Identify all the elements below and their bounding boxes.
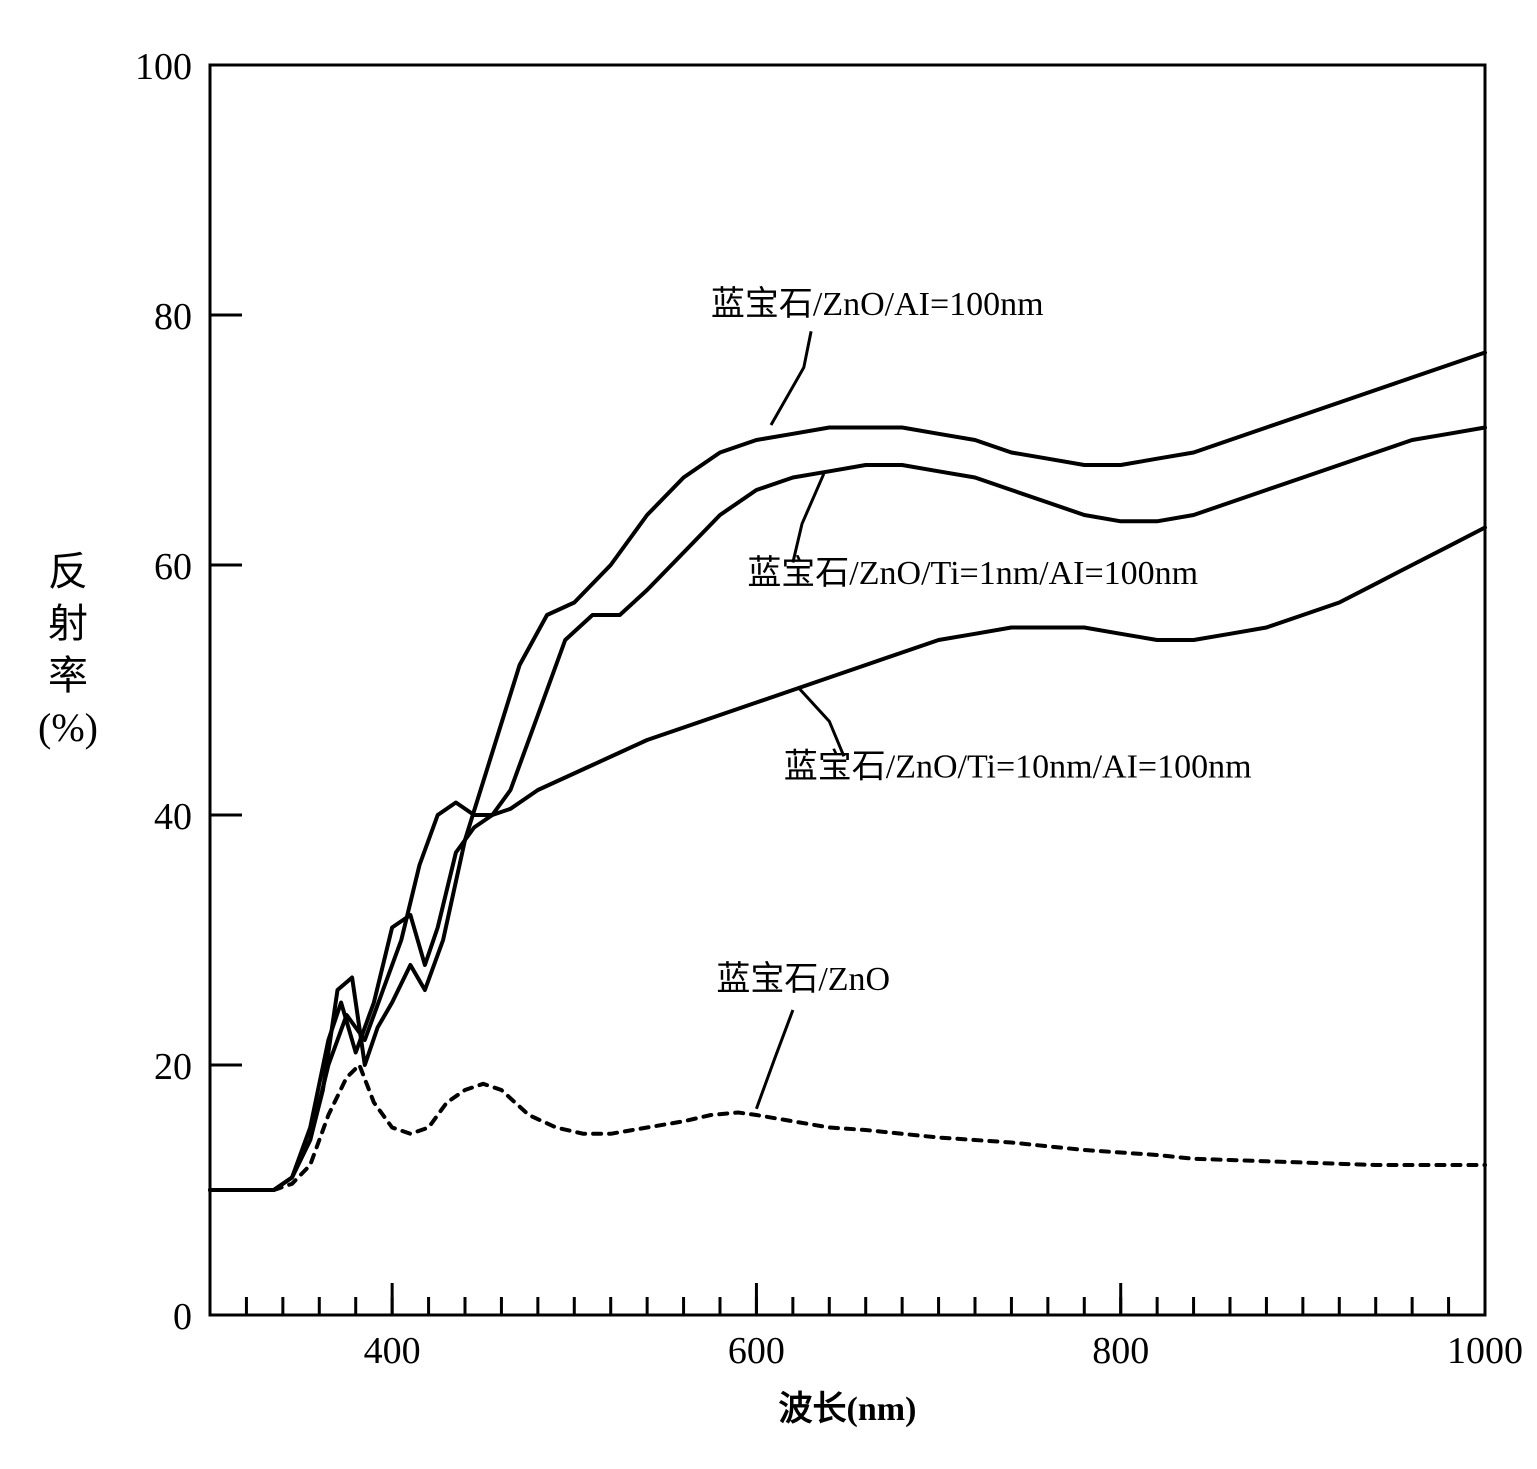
y-tick-label: 80 <box>154 296 192 338</box>
x-axis-title: 波长(nm) <box>779 1390 917 1428</box>
callout-line <box>771 331 811 425</box>
x-tick-label: 1000 <box>1447 1330 1523 1372</box>
y-tick-label: 60 <box>154 546 192 588</box>
y-tick-label: 100 <box>135 46 192 88</box>
x-tick-label: 800 <box>1092 1330 1149 1372</box>
y-axis-title: 反 <box>48 549 88 594</box>
callout-line <box>798 688 844 757</box>
series-annotation: 蓝宝石/ZnO/Ti=1nm/AI=100nm <box>747 554 1198 592</box>
series-line <box>210 528 1485 1191</box>
series-annotation: 蓝宝石/ZnO/Ti=10nm/AI=100nm <box>784 748 1252 786</box>
y-tick-label: 0 <box>173 1296 192 1338</box>
y-axis-title: 率 <box>48 653 88 698</box>
callout-line <box>756 1010 793 1109</box>
y-tick-label: 20 <box>154 1046 192 1088</box>
x-tick-label: 400 <box>364 1330 421 1372</box>
x-tick-label: 600 <box>728 1330 785 1372</box>
series-line <box>210 428 1485 1191</box>
callout-line <box>793 474 824 563</box>
y-axis-title: 射 <box>48 601 88 646</box>
y-axis-title: (%) <box>38 705 98 750</box>
series-annotation: 蓝宝石/ZnO <box>716 960 890 998</box>
line-chart: 400 600 800 1000 波长(nm) 0 20 40 60 80 100 反射率 (%) 蓝宝石… <box>20 20 1537 1449</box>
series-annotation: 蓝宝石/ZnO/AI=100nm <box>711 285 1044 323</box>
series-line <box>210 1065 1485 1190</box>
y-tick-label: 40 <box>154 796 192 838</box>
chart-container: 400 600 800 1000 波长(nm) 0 20 40 60 80 100 反射率 (%) 蓝宝石… <box>20 20 1537 1449</box>
